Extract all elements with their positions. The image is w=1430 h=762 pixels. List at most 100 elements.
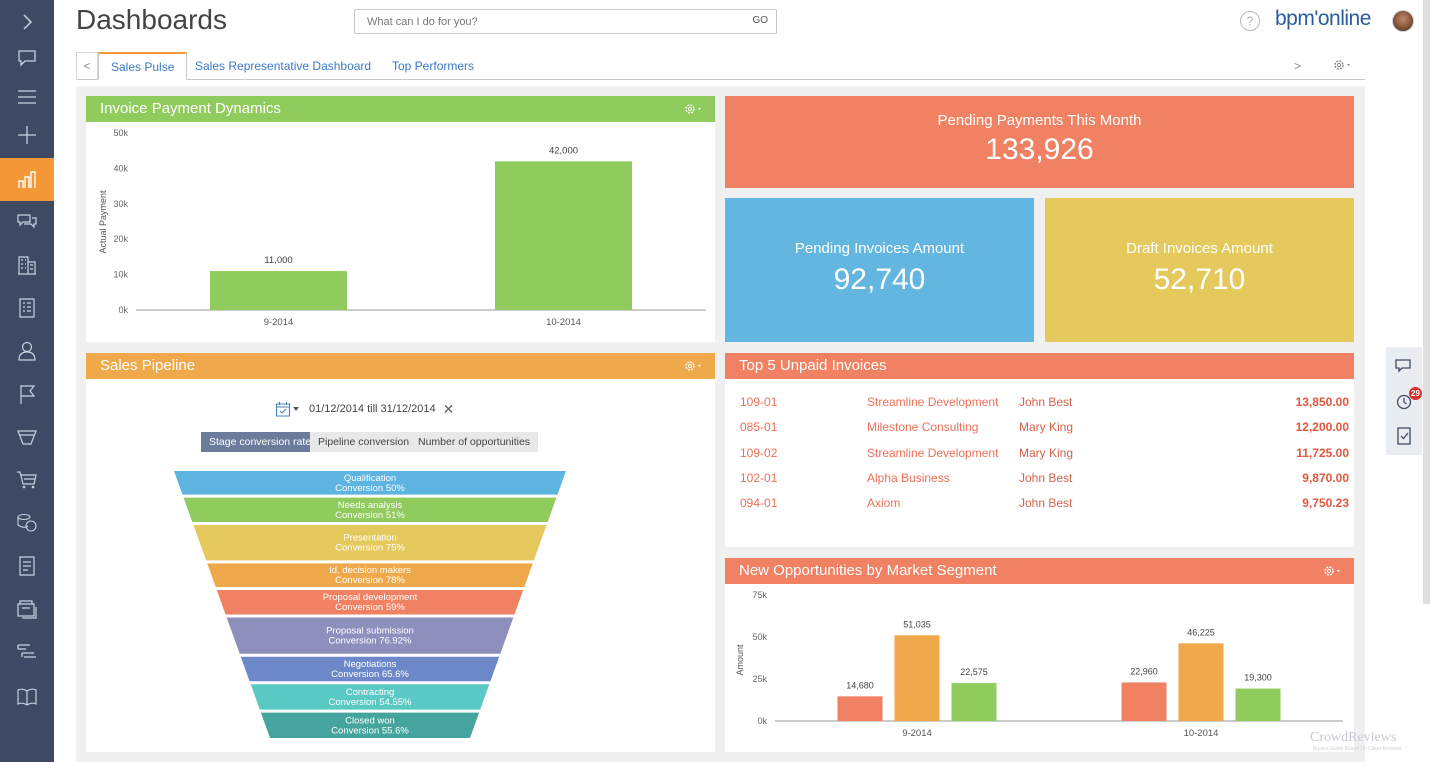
invoice-owner[interactable]: Mary King	[1019, 446, 1074, 460]
reminders-icon[interactable]	[1393, 390, 1415, 412]
bar	[495, 161, 632, 310]
invoice-amount: 11,725.00	[1296, 446, 1349, 460]
menu-icon	[18, 89, 36, 104]
tab-sales-pulse[interactable]: Sales Pulse	[98, 52, 188, 80]
opportunities-by-segment-widget: New Opportunities by Market Segment 0k 25…	[725, 558, 1354, 752]
stage-conversion: Conversion 51%	[335, 510, 405, 521]
y-tick-label: 10k	[113, 270, 128, 280]
widget-title: Top 5 Unpaid Invoices	[739, 357, 887, 374]
clear-period-button[interactable]: ✕	[442, 400, 455, 417]
invoice-account[interactable]: Streamline Development	[867, 395, 999, 409]
funnel-stage	[174, 471, 566, 495]
sidebar	[0, 0, 54, 762]
stage-conversion: Conversion 78%	[335, 575, 405, 586]
table-row[interactable]: 094-01 Axiom John Best 9,750.23	[740, 496, 1354, 516]
search-go-button[interactable]: GO	[752, 15, 768, 26]
invoice-owner[interactable]: John Best	[1019, 496, 1073, 510]
sidebar-item-orders[interactable]	[0, 458, 54, 501]
invoice-account[interactable]: Streamline Development	[867, 446, 999, 460]
sidebar-item-add[interactable]	[0, 113, 54, 156]
page-scrollbar[interactable]	[1423, 0, 1430, 604]
notification-badge: 29	[1409, 387, 1422, 400]
x-tick-label: 9-2014	[902, 728, 932, 739]
tasks-icon[interactable]	[1393, 425, 1415, 447]
stage-name: Closed won	[345, 715, 395, 726]
accounts-icon	[18, 255, 36, 275]
funnel-icon	[17, 429, 37, 445]
invoice-account[interactable]: Axiom	[867, 496, 901, 510]
invoice-number[interactable]: 109-02	[740, 446, 778, 460]
invoice-number[interactable]: 094-01	[740, 496, 778, 510]
gear-icon[interactable]	[1332, 58, 1354, 72]
kpi-value: 92,740	[833, 263, 926, 296]
sidebar-item-payments[interactable]	[0, 500, 54, 543]
sidebar-item-user[interactable]	[0, 329, 54, 372]
bar	[1121, 682, 1167, 721]
invoice-number[interactable]: 102-01	[740, 471, 778, 485]
draft-invoices-amount-widget: Draft Invoices Amount 52,710	[1045, 198, 1354, 342]
invoice-number[interactable]: 085-01	[740, 420, 778, 434]
sidebar-item-leads[interactable]	[0, 372, 54, 415]
sidebar-item-accounts[interactable]	[0, 243, 54, 286]
widget-gear-icon[interactable]	[683, 102, 705, 116]
widget-gear-icon[interactable]	[683, 359, 705, 373]
sidebar-item-opportunities[interactable]	[0, 415, 54, 458]
invoice-number[interactable]: 109-01	[740, 395, 778, 409]
stage-name: Qualification	[344, 473, 396, 484]
bar	[1178, 643, 1224, 721]
tab-sales-representative-dashboard[interactable]: Sales Representative Dashboard	[195, 59, 372, 73]
invoice-account[interactable]: Alpha Business	[867, 471, 950, 485]
stage-conversion: Conversion 50%	[335, 483, 405, 494]
y-tick-label: 75k	[752, 590, 767, 600]
help-icon[interactable]: ?	[1240, 11, 1260, 31]
data-label: 46,225	[1187, 627, 1215, 637]
sidebar-item-projects[interactable]	[0, 630, 54, 673]
invoice-owner[interactable]: John Best	[1019, 471, 1073, 485]
kpi-value: 133,926	[985, 133, 1094, 166]
tab-scroll-right[interactable]: >	[1294, 59, 1302, 73]
avatar[interactable]	[1392, 10, 1414, 32]
table-row[interactable]: 109-02 Streamline Development Mary King …	[740, 446, 1354, 466]
sidebar-item-documents[interactable]	[0, 544, 54, 587]
invoice-amount: 12,200.00	[1295, 420, 1349, 434]
dashboards-icon	[18, 170, 36, 188]
calendar-icon	[275, 402, 291, 417]
period-text: 01/12/2014 till 31/12/2014	[309, 403, 436, 415]
sidebar-item-dashboards[interactable]	[0, 158, 54, 201]
invoice-owner[interactable]: Mary King	[1019, 420, 1074, 434]
calendar-dropdown[interactable]	[275, 401, 301, 417]
chevron-down-icon	[293, 407, 299, 411]
bar	[210, 271, 347, 310]
widget-gear-icon[interactable]	[1322, 564, 1344, 578]
sidebar-item-knowledge-base[interactable]	[0, 675, 54, 718]
stage-conversion-rate-button[interactable]: Stage conversion rate	[201, 432, 320, 452]
sidebar-item-menu[interactable]	[0, 75, 54, 118]
sidebar-expand[interactable]	[0, 0, 54, 43]
kpi-value: 52,710	[1153, 263, 1246, 296]
table-row[interactable]: 102-01 Alpha Business John Best 9,870.00	[740, 471, 1354, 491]
invoice-payment-chart: 0k 10k 20k 30k 40k 50k Actual Payment 11,000 9-2…	[98, 128, 706, 328]
tab-scroll-left[interactable]: <	[76, 52, 98, 80]
stage-name: Negotiations	[344, 659, 397, 670]
stage-conversion: Conversion 65.6%	[331, 669, 409, 680]
cart-icon	[17, 470, 37, 488]
sidebar-item-products[interactable]	[0, 587, 54, 630]
kpi-label: Pending Invoices Amount	[794, 240, 965, 257]
command-search-input[interactable]	[355, 10, 735, 33]
number-of-opportunities-button[interactable]: Number of opportunities	[410, 432, 539, 452]
invoice-owner[interactable]: John Best	[1019, 395, 1073, 409]
pipeline-conversion-button[interactable]: Pipeline conversion	[310, 432, 418, 452]
sidebar-item-feed[interactable]	[0, 36, 54, 79]
funnel-stage	[193, 525, 547, 561]
tab-top-performers[interactable]: Top Performers	[392, 59, 475, 73]
sidebar-item-contacts[interactable]	[0, 286, 54, 329]
funnel-stage	[240, 656, 500, 682]
table-row[interactable]: 085-01 Milestone Consulting Mary King 12…	[740, 420, 1354, 440]
table-row[interactable]: 109-01 Streamline Development John Best …	[740, 395, 1354, 415]
feed-icon[interactable]	[1393, 355, 1415, 377]
sidebar-item-communication[interactable]	[0, 200, 54, 243]
invoice-payment-dynamics-widget: Invoice Payment Dynamics 0k 10k 20k 30k 40k 5…	[86, 96, 715, 342]
invoice-account[interactable]: Milestone Consulting	[867, 420, 979, 434]
stage-name: Proposal submission	[326, 626, 414, 637]
payments-icon	[17, 513, 37, 532]
